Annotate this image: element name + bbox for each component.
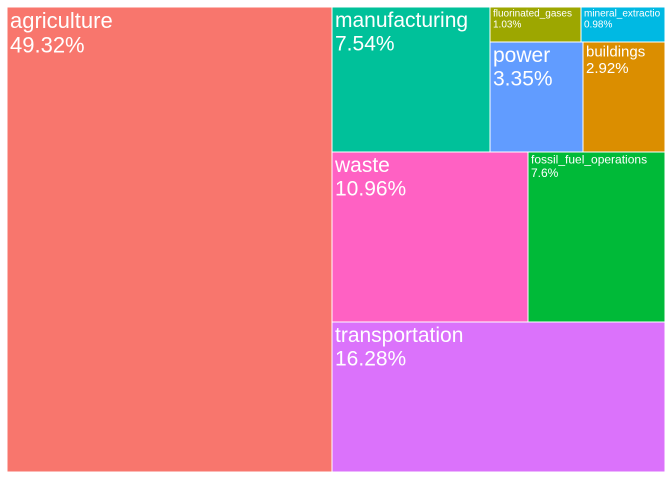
tile-manufacturing bbox=[331, 6, 491, 153]
tile-power bbox=[489, 41, 584, 153]
tile-agriculture bbox=[6, 6, 333, 473]
tile-value-fossil-fuel-operations: 7.6% bbox=[531, 166, 559, 180]
tile-value-power: 3.35% bbox=[493, 67, 553, 90]
tile-transportation bbox=[331, 321, 666, 473]
tile-value-transportation: 16.28% bbox=[335, 347, 406, 370]
tile-mineral-extractio bbox=[580, 6, 666, 43]
tile-value-mineral-extractio: 0.98% bbox=[584, 20, 612, 31]
tile-label-power: power bbox=[493, 44, 550, 67]
tile-value-waste: 10.96% bbox=[335, 177, 406, 200]
tile-value-agriculture: 49.32% bbox=[10, 33, 85, 58]
tile-fluorinated-gases bbox=[489, 6, 582, 43]
tile-value-manufacturing: 7.54% bbox=[335, 32, 395, 55]
tile-buildings bbox=[582, 41, 666, 153]
tile-value-fluorinated-gases: 1.03% bbox=[493, 20, 521, 31]
tile-label-fluorinated-gases: fluorinated_gases bbox=[493, 9, 572, 20]
tile-label-agriculture: agriculture bbox=[10, 8, 113, 33]
tile-label-waste: waste bbox=[334, 154, 390, 177]
tile-label-buildings: buildings bbox=[586, 43, 645, 60]
tile-waste bbox=[331, 151, 529, 323]
tile-label-mineral-extractio: mineral_extractio bbox=[584, 9, 661, 20]
tile-value-buildings: 2.92% bbox=[586, 60, 629, 77]
tile-label-fossil-fuel-operations: fossil_fuel_operations bbox=[531, 152, 647, 166]
tile-label-manufacturing: manufacturing bbox=[335, 9, 468, 32]
tile-fossil-fuel-operations bbox=[527, 151, 666, 323]
tile-label-transportation: transportation bbox=[335, 324, 463, 347]
